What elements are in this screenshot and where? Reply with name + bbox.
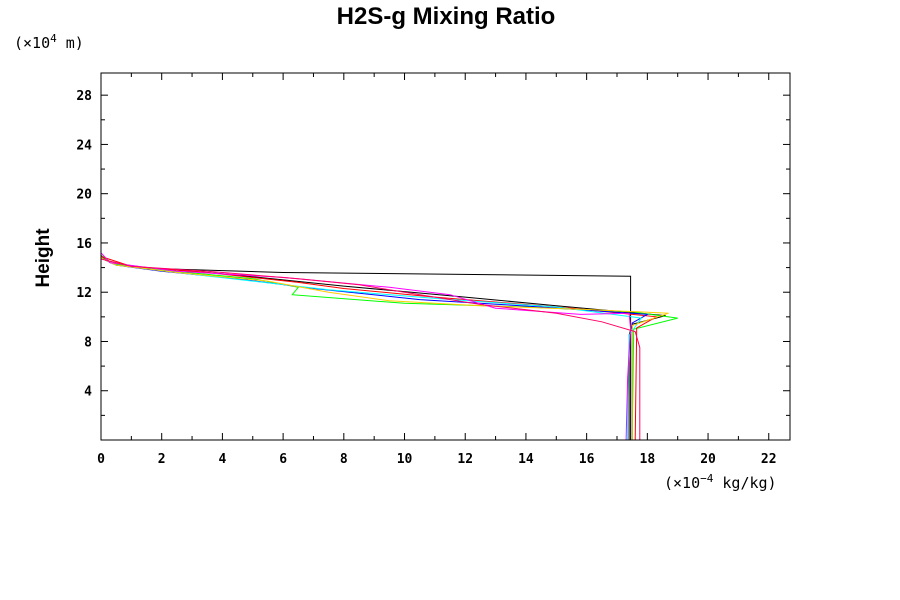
x-tick-label-4: 8: [340, 452, 348, 467]
y-tick-label-0: 4: [84, 385, 92, 400]
y-tick-label-4: 20: [76, 188, 92, 203]
y-tick-label-2: 12: [76, 286, 92, 301]
series-line-6: [100, 257, 669, 440]
plot-frame: [100, 72, 791, 441]
series-line-3: [100, 256, 659, 441]
series-line-1: [100, 254, 666, 440]
x-tick-label-7: 14: [518, 452, 534, 467]
x-tick-label-2: 4: [218, 452, 226, 467]
y-axis-unit-suffix: m): [57, 34, 84, 52]
series-line-8: [100, 258, 641, 440]
x-axis-unit-prefix: (×10: [664, 474, 700, 492]
axis-ticks: [100, 73, 790, 440]
series-line-0: [100, 254, 632, 440]
x-tick-label-9: 18: [640, 452, 656, 467]
chart-title: H2S-g Mixing Ratio: [337, 3, 556, 30]
x-tick-label-10: 20: [700, 452, 716, 467]
series-line-4: [100, 257, 649, 440]
series-line-7: [100, 73, 632, 441]
x-axis-unit-suffix: kg/kg): [713, 474, 776, 492]
x-tick-label-8: 16: [579, 452, 595, 467]
y-axis-label: Height: [33, 228, 54, 288]
y-tick-label-6: 28: [76, 89, 92, 104]
x-tick-label-0: 0: [97, 452, 105, 467]
y-tick-label-3: 16: [76, 237, 92, 252]
y-tick-label-1: 8: [84, 335, 92, 350]
x-tick-label-1: 2: [158, 452, 166, 467]
series-line-2: [100, 254, 678, 441]
x-tick-label-11: 22: [761, 452, 777, 467]
y-tick-label-5: 24: [76, 138, 92, 153]
x-tick-label-3: 6: [279, 452, 287, 467]
y-axis-unit-exponent: 4: [50, 32, 57, 45]
plot-series: [100, 73, 678, 441]
x-axis-unit-exponent: −4: [700, 472, 714, 485]
x-tick-label-5: 10: [397, 452, 413, 467]
y-axis-unit: (×104 m): [14, 32, 84, 52]
x-axis-unit: (×10−4 kg/kg): [664, 472, 777, 492]
series-line-5: [100, 257, 643, 440]
y-axis-unit-prefix: (×10: [14, 34, 50, 52]
x-tick-label-6: 12: [457, 452, 473, 467]
